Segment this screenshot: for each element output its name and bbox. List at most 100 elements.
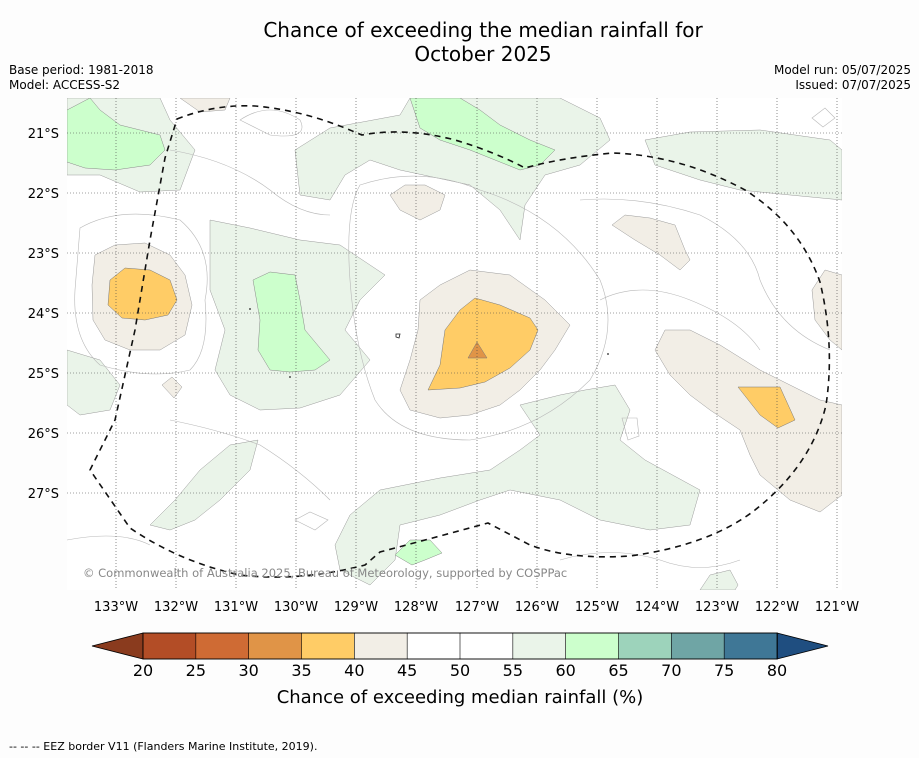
shade-region (252, 271, 331, 373)
lon-label: 124°W (635, 600, 679, 615)
colorbar-tick-label: 75 (714, 661, 734, 680)
colorbar: 20 25 30 35 40 45 50 55 60 65 70 75 80 Chance of exc… (91, 632, 829, 708)
region-30-35 (467, 341, 488, 359)
contour-line (169, 149, 331, 216)
colorbar-tick-label: 25 (186, 661, 206, 680)
meta-right: Model run: 05/07/2025 Issued: 07/07/2025 (774, 63, 911, 93)
shade-region (654, 329, 842, 513)
contour-line (579, 198, 831, 351)
colorbar-tick-label: 35 (291, 661, 311, 680)
colorbar-tick-label: 80 (767, 661, 787, 680)
lon-label: 121°W (815, 600, 859, 615)
contour-line (294, 511, 329, 531)
colorbar-low-extend (91, 632, 144, 660)
lon-label: 131°W (214, 600, 258, 615)
eez-border (89, 104, 831, 578)
island-marker (289, 376, 291, 378)
colorbar-segment (512, 632, 567, 660)
lon-label: 128°W (394, 600, 438, 615)
colorbar-segment (671, 632, 725, 660)
shade-region (427, 297, 539, 391)
lon-label: 127°W (455, 600, 499, 615)
contour-lines (67, 107, 836, 568)
colorbar-segment (301, 632, 356, 660)
contour-line (621, 417, 640, 441)
lon-label: 126°W (515, 600, 559, 615)
lon-label: 132°W (154, 600, 198, 615)
lat-labels: 21°S 22°S 23°S 24°S 25°S 26°S 27°S (28, 127, 59, 502)
colorbar-tick-label: 55 (503, 661, 523, 680)
colorbar-tick-label: 40 (344, 661, 364, 680)
shade-region (699, 569, 739, 590)
shade-region (149, 439, 259, 531)
contour-line (67, 535, 151, 546)
contour-line (559, 552, 741, 568)
shade-region (389, 184, 446, 221)
region-35-40 (107, 267, 796, 429)
copyright-text: © Commonwealth of Australia 2025, Bureau… (83, 566, 567, 580)
colorbar-segment (565, 632, 620, 660)
contour-line (811, 107, 836, 128)
colorbar-tick-label: 70 (661, 661, 681, 680)
shade-region (737, 386, 796, 429)
lon-label: 133°W (94, 600, 138, 615)
model-text: Model: ACCESS-S2 (9, 78, 121, 92)
base-period-text: Base period: 1981-2018 (9, 63, 154, 77)
lat-label: 24°S (28, 307, 59, 322)
lon-label: 122°W (755, 600, 799, 615)
shade-region (644, 129, 842, 201)
island-marker (249, 308, 251, 310)
gridlines (67, 98, 842, 590)
shade-region (394, 539, 443, 566)
shade-region (107, 267, 178, 321)
shade-region (67, 349, 121, 416)
meta-left: Base period: 1981-2018 Model: ACCESS-S2 (9, 63, 154, 93)
contour-line (348, 175, 609, 441)
colorbar-segment (195, 632, 250, 660)
contour-line (599, 289, 761, 351)
colorbar-tick-label: 60 (555, 661, 575, 680)
lon-label: 125°W (575, 600, 619, 615)
island-marker (395, 333, 401, 339)
contour-line (239, 109, 303, 137)
colorbar-segment (459, 632, 514, 660)
lat-label: 23°S (28, 247, 59, 262)
lat-label: 25°S (28, 367, 59, 382)
colorbar-tick-label: 45 (397, 661, 417, 680)
lat-label: 22°S (28, 187, 59, 202)
map-panel (67, 98, 842, 590)
model-run-text: Model run: 05/07/2025 (773, 63, 911, 77)
map-title-line2: October 2025 (414, 42, 552, 66)
shade-region (611, 214, 691, 271)
issued-text: Issued: 07/07/2025 (795, 78, 911, 92)
island-marker (607, 353, 609, 355)
eez-footnote: -- -- -- EEZ border V11 (Flanders Marine… (9, 740, 318, 753)
lon-labels: 133°W 132°W 131°W 130°W 129°W 128°W 127°… (94, 600, 859, 615)
colorbar-ticks: 20 25 30 35 40 45 50 55 60 65 70 75 80 (133, 661, 787, 680)
lon-label: 129°W (334, 600, 378, 615)
colorbar-segment (618, 632, 673, 660)
lon-label: 123°W (695, 600, 739, 615)
colorbar-segment (354, 632, 408, 660)
shade-region (811, 269, 842, 351)
colorbar-tick-label: 50 (450, 661, 470, 680)
lat-label: 21°S (28, 127, 59, 142)
colorbar-segment (248, 632, 303, 660)
colorbar-tick-label: 20 (133, 661, 153, 680)
lat-label: 27°S (28, 487, 59, 502)
colorbar-tick-label: 65 (608, 661, 628, 680)
colorbar-label: Chance of exceeding median rainfall (%) (277, 687, 644, 708)
map-title-line1: Chance of exceeding the median rainfall … (263, 18, 703, 42)
contour-line (74, 213, 208, 375)
lon-label: 130°W (274, 600, 318, 615)
lat-label: 26°S (28, 427, 59, 442)
colorbar-high-extend (776, 632, 829, 660)
shade-region (179, 98, 231, 113)
colorbar-frame (142, 632, 778, 660)
map-title: Chance of exceeding the median rainfall … (0, 18, 919, 66)
colorbar-segments (142, 632, 778, 660)
shade-region (161, 376, 183, 399)
colorbar-tick-label: 30 (238, 661, 258, 680)
contour-line (169, 419, 331, 501)
